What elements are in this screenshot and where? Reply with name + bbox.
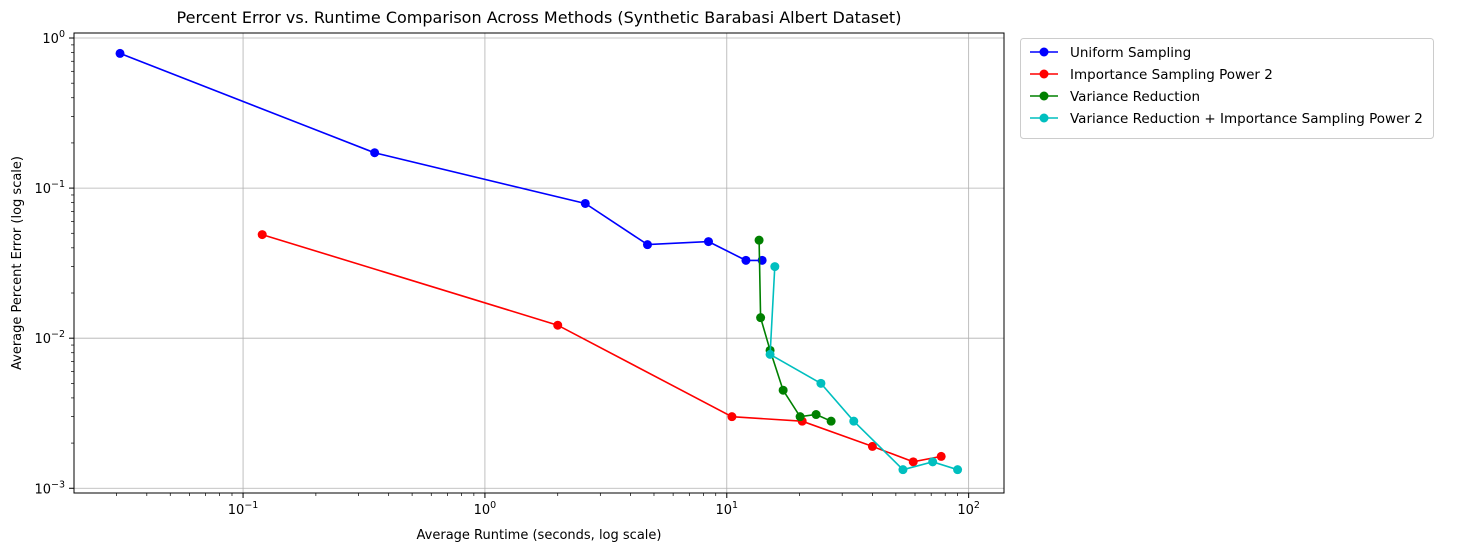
x-tick-label: 10−1: [228, 500, 259, 518]
x-tick-label: 100: [474, 500, 497, 518]
series-2: [257, 230, 946, 467]
plot-frame: [73, 32, 1005, 494]
y-tick-label: 100: [42, 29, 65, 47]
legend-label: Importance Sampling Power 2: [1070, 67, 1273, 83]
legend-marker: [1039, 113, 1049, 123]
grid: [74, 33, 1004, 493]
data-point: [867, 441, 877, 451]
series-4: [765, 262, 963, 475]
data-point: [756, 313, 766, 323]
x-tick-label: 101: [715, 500, 738, 518]
data-point: [370, 148, 380, 158]
data-point: [553, 320, 563, 330]
data-point: [115, 48, 125, 58]
legend-item: Importance Sampling Power 2: [1030, 67, 1273, 83]
chart-title: Percent Error vs. Runtime Comparison Acr…: [177, 8, 902, 27]
legend-box: [1020, 38, 1434, 139]
data-point: [727, 412, 737, 422]
y-tick-label: 10−3: [34, 479, 65, 497]
data-point: [580, 198, 590, 208]
series-3: [754, 235, 836, 426]
legend-item: Variance Reduction + Importance Sampling…: [1030, 111, 1423, 127]
legend-label: Variance Reduction + Importance Sampling…: [1070, 111, 1423, 127]
data-point: [936, 451, 946, 461]
data-point: [778, 385, 788, 395]
data-point: [765, 349, 775, 359]
data-point: [642, 240, 652, 250]
data-point: [826, 416, 836, 426]
data-point: [754, 235, 764, 245]
y-axis-ticks: 10−3 10−2 10−1 100: [34, 29, 74, 497]
x-tick-label: 102: [957, 500, 980, 518]
y-tick-label: 10−2: [34, 329, 65, 347]
legend-label: Uniform Sampling: [1070, 45, 1191, 61]
data-point: [795, 412, 805, 422]
x-axis-label: Average Runtime (seconds, log scale): [417, 528, 662, 543]
data-point: [257, 230, 267, 240]
x-axis-ticks: 10−1 100 101 102: [228, 493, 980, 518]
legend-item: Uniform Sampling: [1030, 45, 1191, 61]
legend-marker: [1039, 69, 1049, 79]
data-point: [741, 255, 751, 265]
series-lines: [115, 48, 963, 475]
data-point: [898, 465, 908, 475]
legend-label: Variance Reduction: [1070, 89, 1200, 105]
data-point: [849, 416, 859, 426]
y-axis-label: Average Percent Error (log scale): [10, 156, 25, 370]
data-point: [953, 465, 963, 475]
legend-marker: [1039, 47, 1049, 57]
data-point: [811, 410, 821, 420]
data-point: [928, 457, 938, 467]
legend-item: Variance Reduction: [1030, 89, 1200, 105]
plot-area: [74, 33, 1004, 493]
data-point: [816, 378, 826, 388]
data-point: [703, 237, 713, 247]
data-point: [770, 262, 780, 272]
y-tick-label: 10−1: [34, 179, 65, 197]
legend-marker: [1039, 91, 1049, 101]
data-point: [908, 457, 918, 467]
legend: Uniform Sampling Importance Sampling Powe…: [1020, 38, 1434, 139]
